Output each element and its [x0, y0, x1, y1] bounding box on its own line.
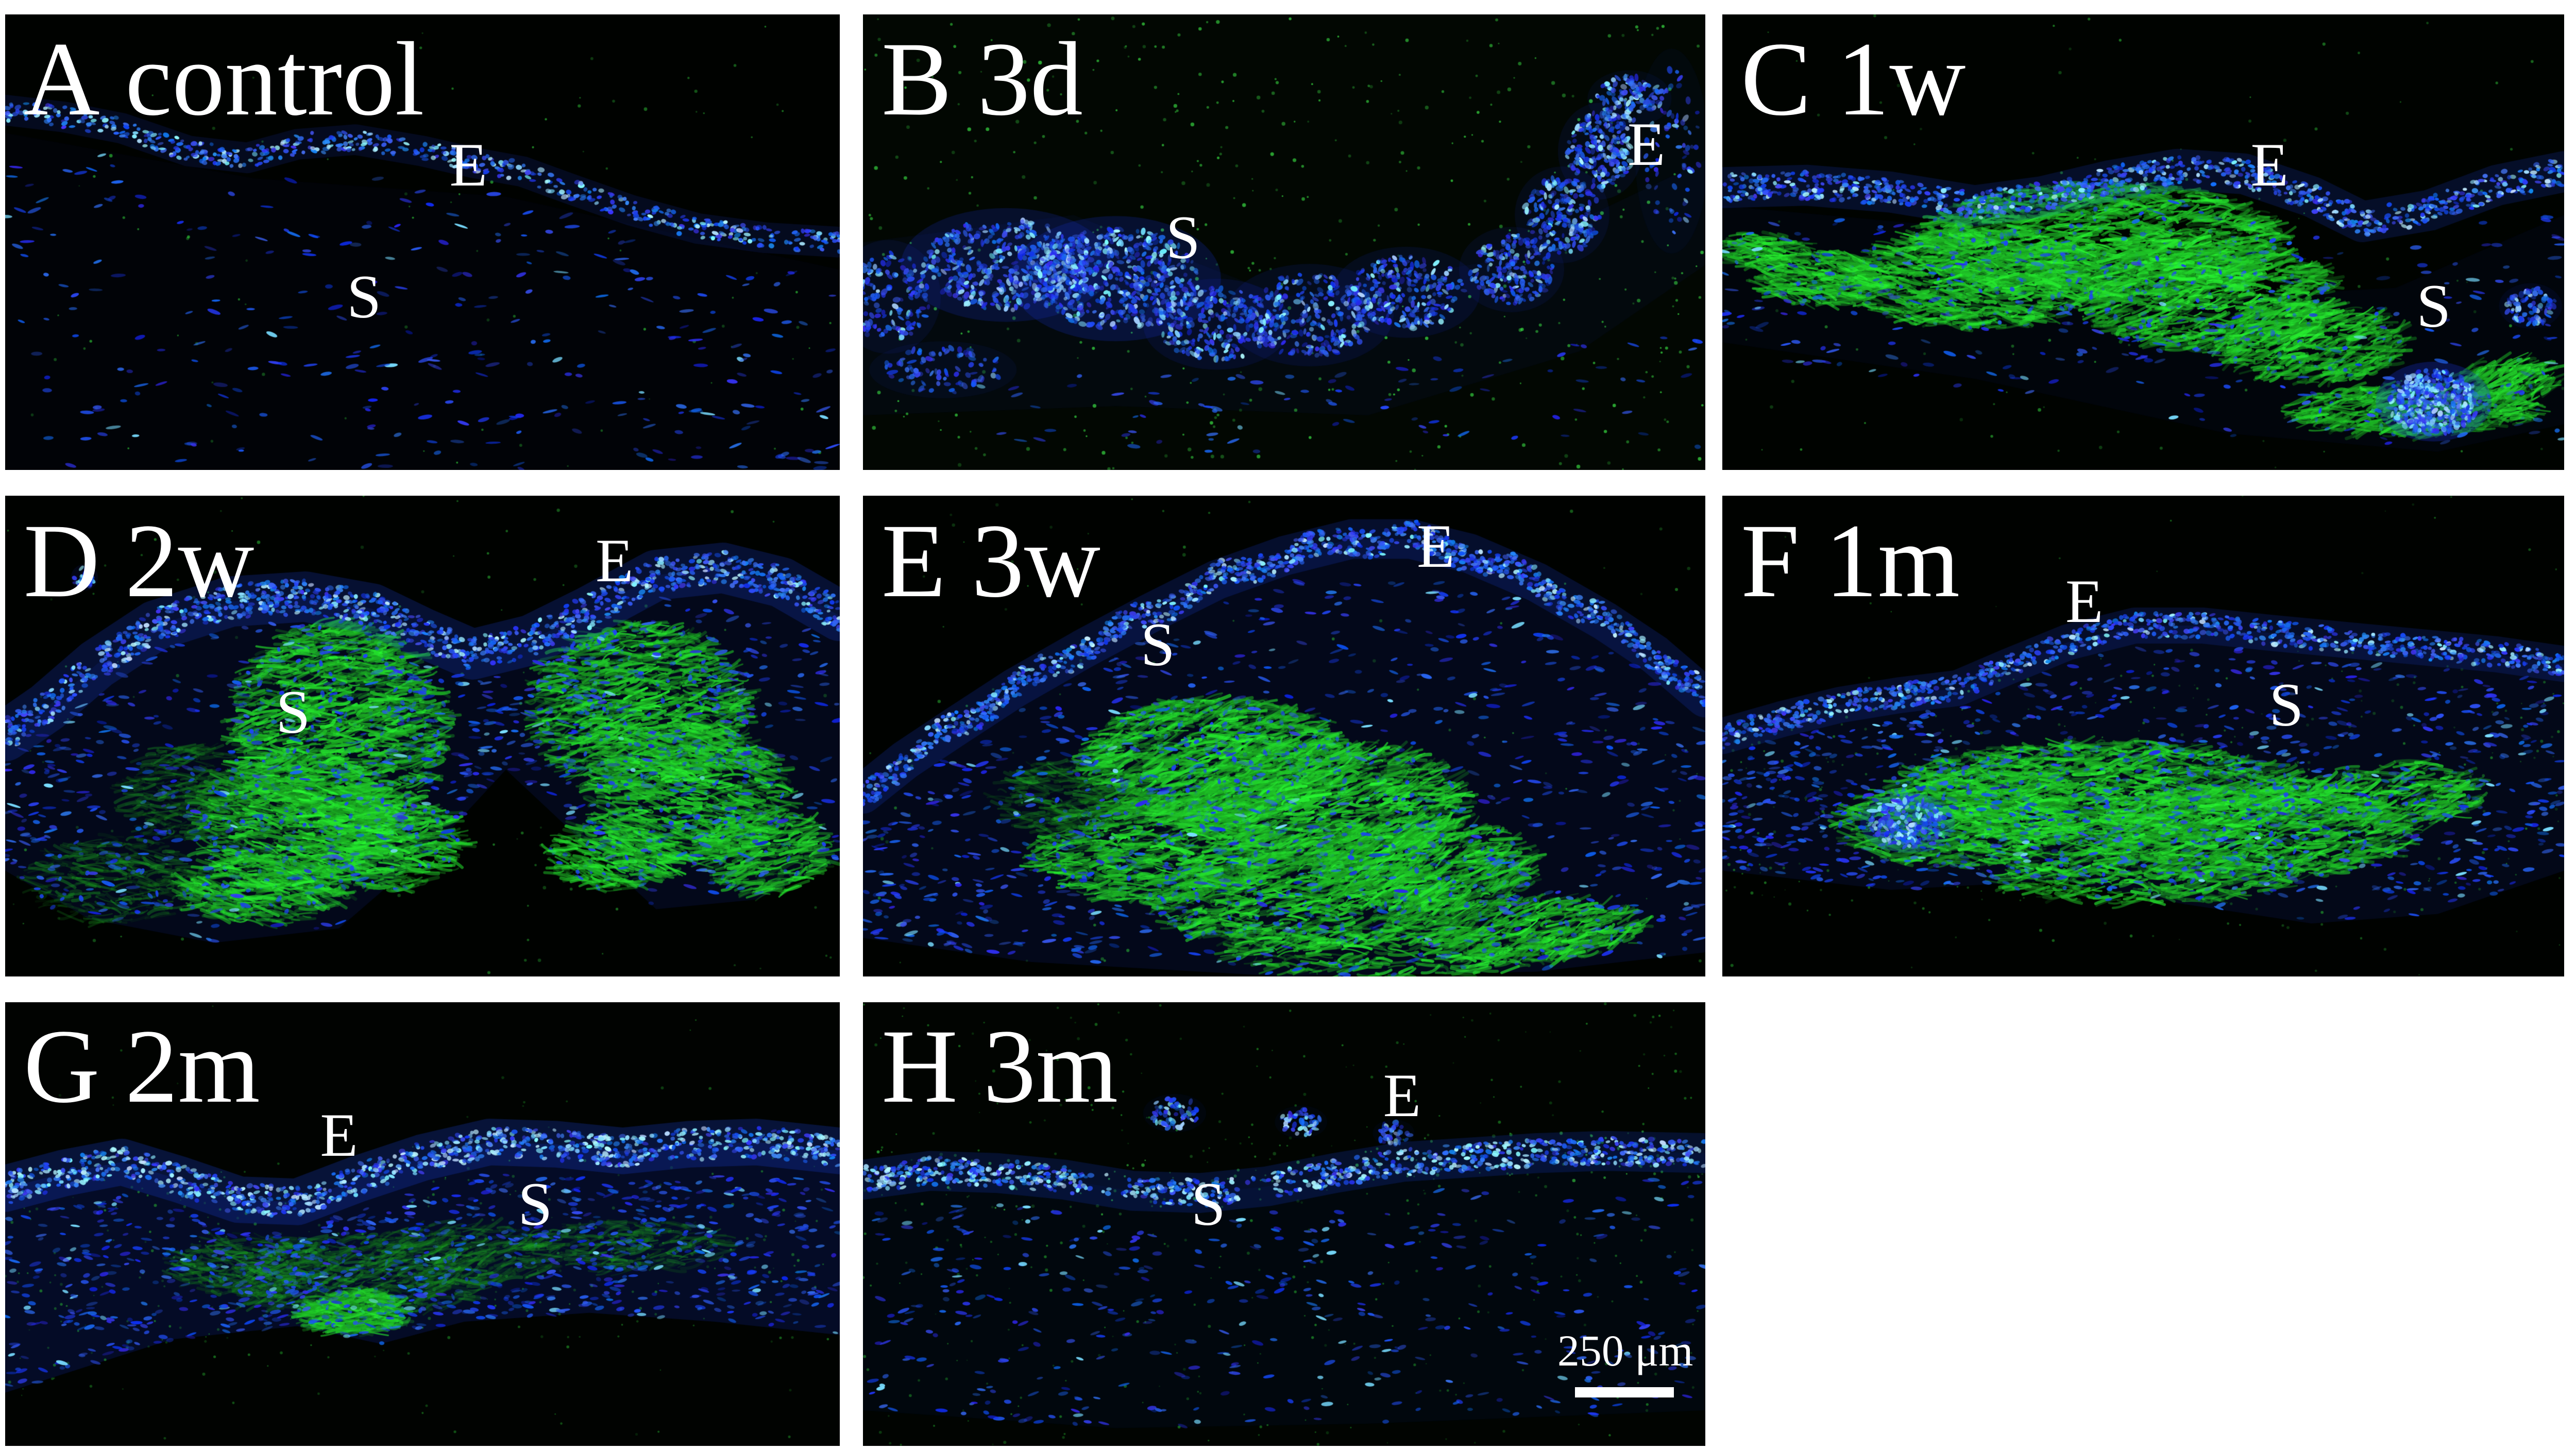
panel-d: D 2w E S	[5, 496, 840, 976]
panel-label-g: G 2m	[24, 1014, 260, 1119]
panel-letter: C	[1740, 20, 1811, 138]
epithelium-annotation: E	[1627, 109, 1666, 178]
scale-bar-label: 250 μm	[1557, 1325, 1693, 1375]
panel-time-label: 1m	[1825, 502, 1960, 620]
panel-time-label: 3w	[971, 502, 1100, 620]
micrograph-panel-g	[5, 1002, 840, 1446]
micrograph-panel-c	[1722, 14, 2564, 470]
epithelium-annotation: E	[2250, 130, 2289, 199]
panel-letter: E	[881, 502, 946, 620]
panel-label-d: D 2w	[24, 508, 255, 614]
panel-label-h: H 3m	[882, 1014, 1118, 1119]
epithelium-annotation: E	[595, 526, 634, 595]
panel-c: C 1w E S	[1722, 14, 2564, 470]
stroma-annotation: S	[2416, 271, 2451, 340]
panel-letter: D	[23, 502, 100, 620]
panel-f: F 1m E S	[1722, 496, 2564, 976]
micrograph-panel-b	[863, 14, 1705, 470]
micrograph-panel-e	[863, 496, 1705, 976]
panel-label-c: C 1w	[1741, 26, 1965, 132]
stroma-annotation: S	[1191, 1169, 1226, 1238]
panel-time-label: 1w	[1836, 20, 1966, 138]
panel-label-f: F 1m	[1741, 508, 1960, 614]
panel-letter: F	[1740, 502, 1800, 620]
micrograph-panel-f	[1722, 496, 2564, 976]
panel-letter: H	[881, 1008, 958, 1125]
epithelium-annotation: E	[449, 130, 487, 199]
panel-g: G 2m E S	[5, 1002, 840, 1446]
epithelium-annotation: E	[2065, 567, 2104, 636]
panel-time-label: control	[125, 20, 425, 138]
stroma-annotation: S	[2269, 670, 2304, 739]
scale-bar	[1574, 1387, 1674, 1398]
stroma-annotation: S	[347, 262, 381, 331]
panel-letter: A	[23, 20, 100, 138]
micrograph-panel-h	[863, 1002, 1705, 1446]
stroma-annotation: S	[1165, 203, 1200, 272]
panel-letter: G	[23, 1008, 100, 1125]
panel-time-label: 2w	[125, 502, 255, 620]
panel-label-b: B 3d	[882, 26, 1083, 132]
stroma-annotation: S	[276, 677, 311, 746]
panel-time-label: 2m	[125, 1008, 260, 1125]
epithelium-annotation: E	[320, 1101, 358, 1170]
panel-letter: B	[881, 20, 952, 138]
stroma-annotation: S	[518, 1169, 553, 1238]
epithelium-annotation: E	[1417, 511, 1455, 580]
panel-time-label: 3d	[977, 20, 1083, 138]
micrograph-panel-a	[5, 14, 840, 470]
panel-time-label: 3m	[983, 1008, 1118, 1125]
panel-e: E 3w E S	[863, 496, 1705, 976]
stroma-annotation: S	[1140, 610, 1175, 679]
panel-h: H 3m E S 250 μm	[863, 1002, 1705, 1446]
epithelium-annotation: E	[1383, 1060, 1421, 1130]
micrograph-panel-d	[5, 496, 840, 976]
panel-label-e: E 3w	[882, 508, 1100, 614]
panel-b: B 3d S E	[863, 14, 1705, 470]
